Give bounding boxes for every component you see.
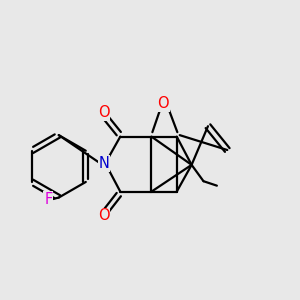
Text: N: N: [98, 156, 110, 171]
Text: O: O: [158, 96, 169, 111]
Text: F: F: [44, 191, 52, 206]
Text: O: O: [98, 105, 110, 120]
Text: O: O: [98, 208, 110, 224]
